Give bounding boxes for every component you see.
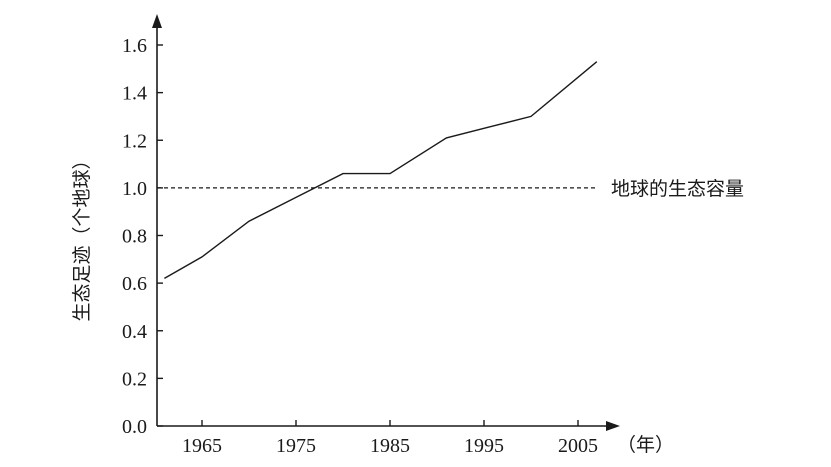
y-tick-label: 0.8 (122, 226, 147, 248)
x-tick-label: 1985 (370, 435, 410, 457)
x-tick-label: 1975 (276, 435, 316, 457)
y-axis-arrow-icon (152, 14, 162, 28)
reference-line-label: 地球的生态容量 (611, 178, 744, 200)
y-tick-label: 1.4 (122, 83, 147, 105)
y-tick-label: 0.4 (122, 321, 147, 343)
y-tick-label: 1.0 (122, 178, 147, 200)
x-axis-arrow-icon (606, 421, 620, 431)
y-axis-label: 生态足迹（个地球） (71, 150, 93, 321)
y-tick-label: 1.6 (122, 35, 147, 57)
x-axis-ticks: 1965 1975 1985 1995 2005 (182, 420, 598, 457)
y-axis-ticks: 0.0 0.2 0.4 0.6 0.8 1.0 1.2 1.4 1.6 (122, 35, 163, 438)
y-tick-label: 0.6 (122, 273, 147, 295)
series-line (164, 61, 598, 280)
x-tick-label: 1965 (182, 435, 222, 457)
x-tick-label: 1995 (464, 435, 504, 457)
x-tick-label: 2005 (558, 435, 598, 457)
y-tick-label: 1.2 (122, 130, 147, 152)
x-axis-unit-label: （年） (617, 434, 674, 456)
y-tick-label: 0.0 (122, 416, 147, 438)
y-tick-label: 0.2 (122, 368, 147, 390)
